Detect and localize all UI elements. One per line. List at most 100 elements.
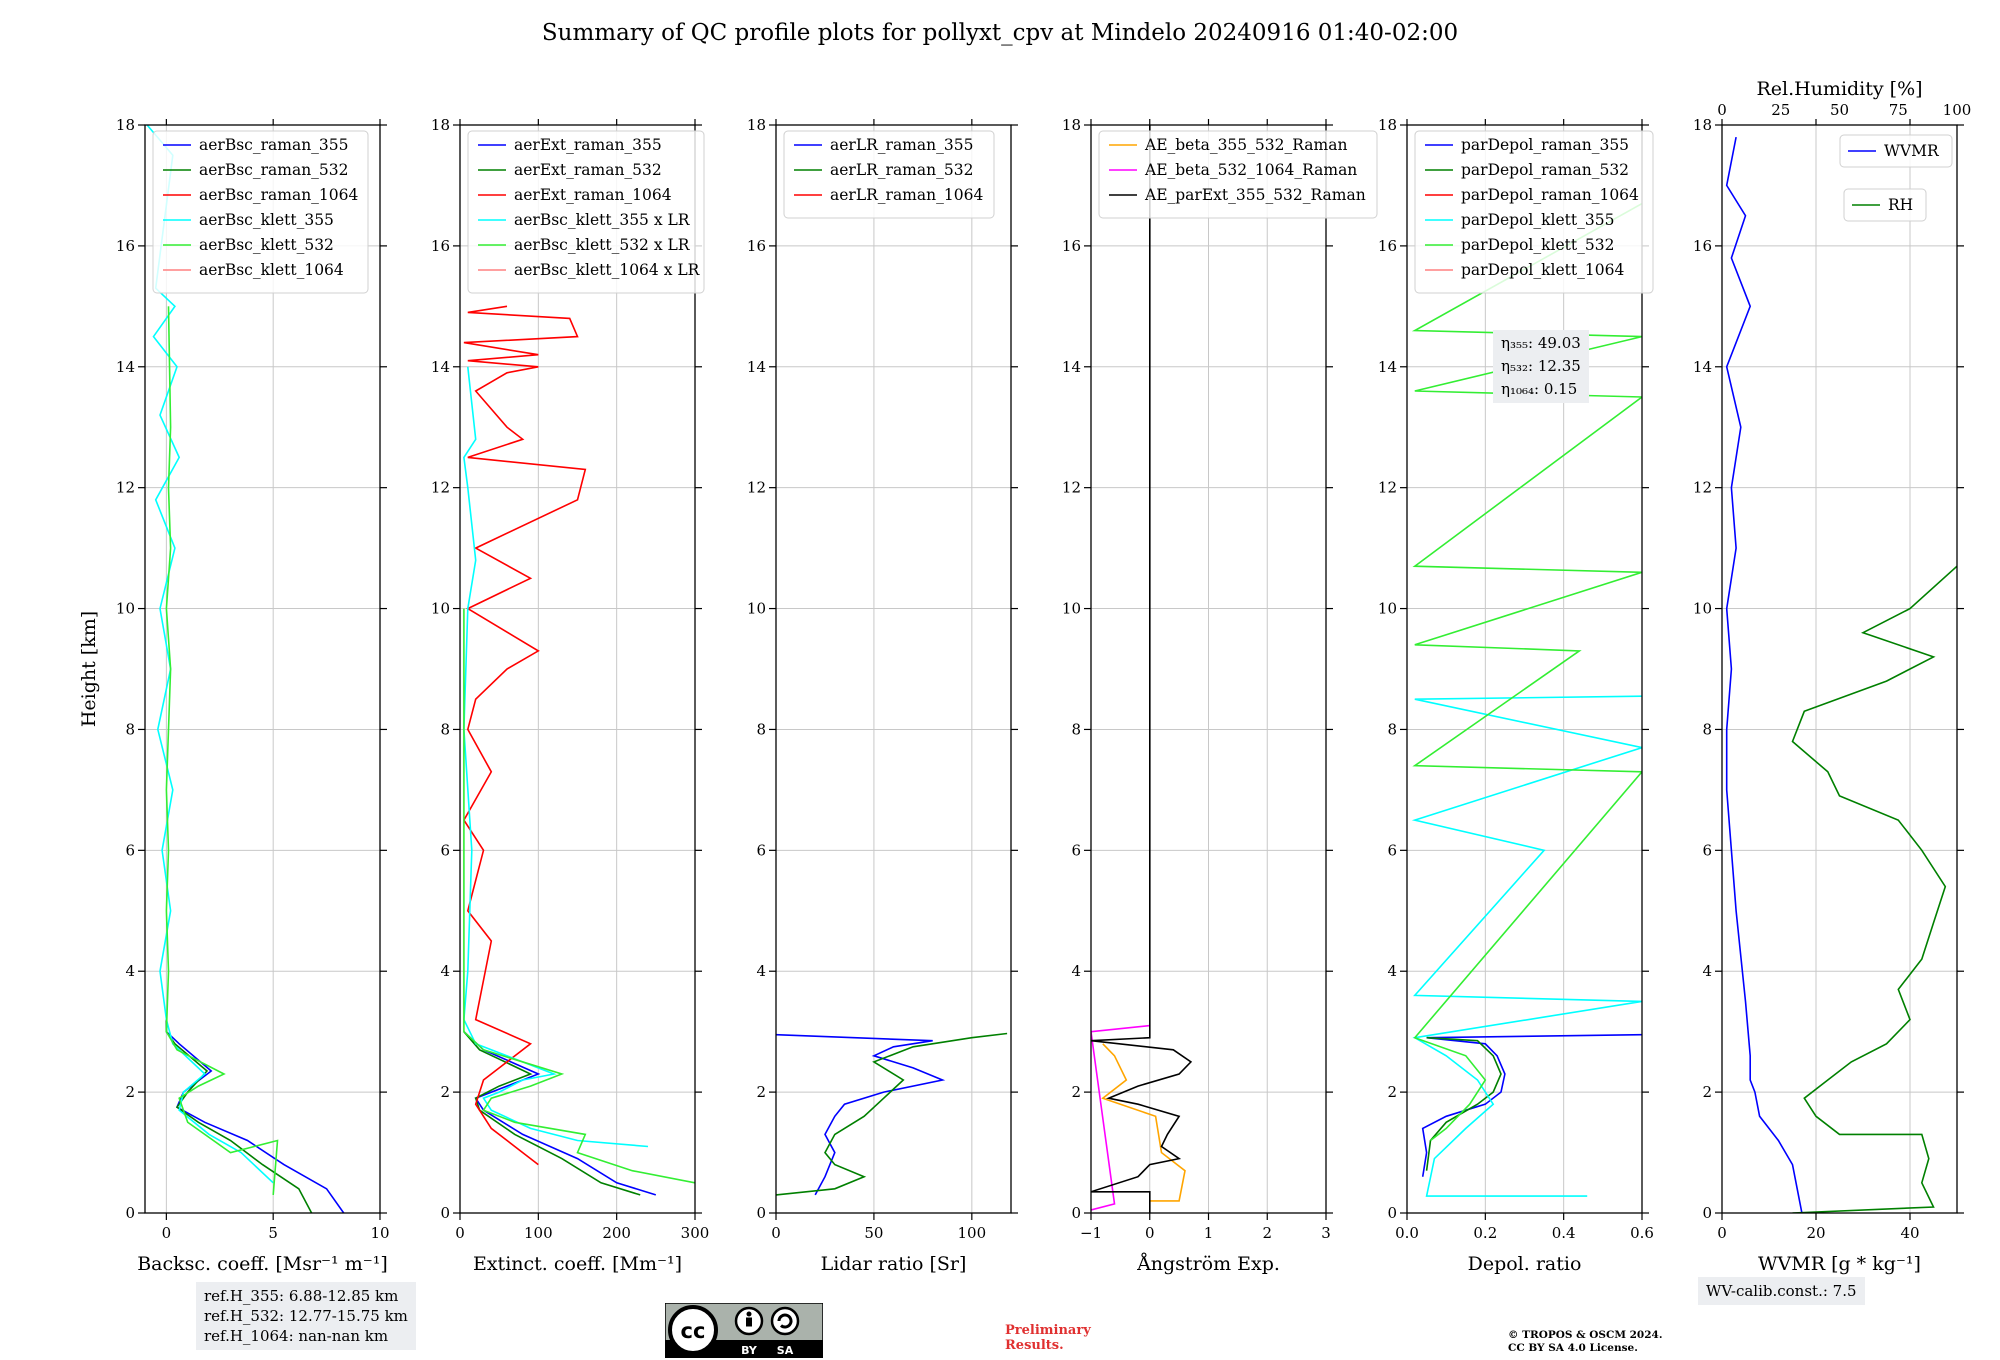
y-tick-label: 6 <box>440 841 450 859</box>
ref-height-1064: ref.H_1064: nan-nan km <box>204 1327 389 1345</box>
legend-label-aerBsc_klett_355 x LR: aerBsc_klett_355 x LR <box>514 211 691 229</box>
legend-label-aerBsc_raman_532: aerBsc_raman_532 <box>199 161 349 179</box>
x-tick-label: 10 <box>370 1224 389 1242</box>
y-tick-label: 14 <box>431 358 450 376</box>
x-tick-label: 100 <box>958 1224 987 1242</box>
y-tick-label: 16 <box>116 237 135 255</box>
legend: parDepol_raman_355 parDepol_raman_532 parD… <box>1414 130 1654 294</box>
x-tick-label: 2 <box>1262 1224 1272 1242</box>
legend-label-aerExt_raman_532: aerExt_raman_532 <box>514 161 662 179</box>
x-tick-label: 0 <box>455 1224 465 1242</box>
preliminary-notice: Preliminary Results. <box>1005 1323 1091 1353</box>
x-tick-label: 300 <box>681 1224 710 1242</box>
x-tick-label: 100 <box>524 1224 553 1242</box>
y-tick-label: 16 <box>747 237 766 255</box>
legend-box <box>1098 130 1378 219</box>
legend-label-parDepol_klett_532: parDepol_klett_532 <box>1461 236 1614 254</box>
legend-box <box>1839 134 1953 168</box>
ref-height-box: ref.H_355: 6.88-12.85 km ref.H_532: 12.7… <box>196 1282 416 1350</box>
legend-label-aerBsc_klett_355: aerBsc_klett_355 <box>199 211 334 229</box>
series-line-aerBsc_klett_532 <box>165 306 279 1195</box>
series-line-aerLR_raman_532 <box>776 1032 1008 1196</box>
y-tick-label: 0 <box>1071 1204 1081 1222</box>
eta-box: η₃₅₅: 49.03 η₅₃₂: 12.35 η₁₀₆₄: 0.15 <box>1493 330 1589 403</box>
x-tick-label: 0 <box>1717 1224 1727 1242</box>
x-tick-label: 0.0 <box>1395 1224 1419 1242</box>
y-tick-label: 16 <box>431 237 450 255</box>
legend-label-aerLR_raman_532: aerLR_raman_532 <box>830 161 973 179</box>
y-tick-label: 8 <box>440 720 450 738</box>
x-top-tick-label: 100 <box>1943 101 1972 119</box>
y-tick-label: 18 <box>747 116 766 134</box>
ref-height-355: ref.H_355: 6.88-12.85 km <box>204 1287 399 1305</box>
series-line-WVMR <box>1725 136 1803 1213</box>
copyright-line-2: CC BY SA 4.0 License. <box>1508 1342 1638 1354</box>
y-tick-label: 12 <box>1378 479 1397 497</box>
x-axis-label: Lidar ratio [Sr] <box>821 1253 967 1275</box>
x-tick-label: 0.2 <box>1473 1224 1497 1242</box>
x-tick-label: 3 <box>1321 1224 1331 1242</box>
x-top-tick-label: 50 <box>1830 101 1849 119</box>
series-line-aerExt_raman_355 <box>463 1031 657 1196</box>
legend-label-RH: RH <box>1888 196 1913 214</box>
x-tick-label: 0.4 <box>1552 1224 1576 1242</box>
legend-box <box>467 130 705 294</box>
series-line-parDepol_raman_532 <box>1425 1036 1502 1171</box>
axes-frame <box>144 124 381 1214</box>
series-line-aerBsc_klett_355 x LR <box>463 366 649 1148</box>
legend: aerBsc_raman_355 aerBsc_raman_532 aerBsc_r… <box>152 130 369 294</box>
y-tick-label: 4 <box>1387 962 1397 980</box>
x-top-tick-label: 25 <box>1771 101 1790 119</box>
x-axis-label: WVMR [g * kg⁻¹] <box>1758 1253 1921 1275</box>
legend-WVMR: WVMR <box>1839 134 1953 168</box>
x-tick-label: 5 <box>268 1224 278 1242</box>
panel-bsc: 0 5 10 0 2 4 6 8 10 12 14 16 18 Backsc. coeff. [Msr⁻¹… <box>78 116 390 1275</box>
figure-title: Summary of QC profile plots for pollyxt_… <box>541 20 1459 46</box>
y-tick-label: 14 <box>1062 358 1081 376</box>
y-tick-label: 12 <box>747 479 766 497</box>
panel-ext: 0 100 200 300 0 2 4 6 8 10 12 14 16 18 Extinct. coeff.… <box>431 116 709 1275</box>
y-tick-label: 18 <box>1378 116 1397 134</box>
y-tick-label: 18 <box>1062 116 1081 134</box>
y-tick-label: 0 <box>125 1204 135 1222</box>
legend-label-aerBsc_klett_532 x LR: aerBsc_klett_532 x LR <box>514 236 691 254</box>
x-top-axis-label: Rel.Humidity [%] <box>1756 78 1922 100</box>
legend: aerLR_raman_355 aerLR_raman_532 aerLR_rama… <box>783 130 995 219</box>
license-by: BY <box>741 1344 758 1357</box>
wv-calib-box: WV-calib.const.: 7.5 <box>1698 1277 1865 1305</box>
preliminary-line-2: Results. <box>1005 1338 1064 1353</box>
y-tick-label: 14 <box>1693 358 1712 376</box>
series-line-AE_beta_532_1064_Raman <box>1091 1024 1150 1211</box>
legend-label-parDepol_klett_1064: parDepol_klett_1064 <box>1461 261 1624 279</box>
axes-frame <box>775 124 1012 1214</box>
x-tick-label: 200 <box>602 1224 631 1242</box>
x-tick-label: 50 <box>864 1224 883 1242</box>
x-tick-label: 20 <box>1806 1224 1825 1242</box>
legend-label-aerExt_raman_1064: aerExt_raman_1064 <box>514 186 672 204</box>
legend-label-aerBsc_klett_1064: aerBsc_klett_1064 <box>199 261 344 279</box>
y-tick-label: 4 <box>1702 962 1712 980</box>
y-axis-label: Height [km] <box>78 611 100 727</box>
y-tick-label: 0 <box>756 1204 766 1222</box>
legend: AE_beta_355_532_Raman AE_beta_532_1064_Ra… <box>1098 130 1378 219</box>
y-tick-label: 18 <box>1693 116 1712 134</box>
series-line-aerExt_raman_1064 <box>462 305 587 1166</box>
y-tick-label: 12 <box>431 479 450 497</box>
x-top-tick-label: 75 <box>1889 101 1908 119</box>
x-axis-label: Backsc. coeff. [Msr⁻¹ m⁻¹] <box>137 1253 388 1275</box>
x-tick-label: −1 <box>1080 1224 1102 1242</box>
y-tick-label: 10 <box>1378 600 1397 618</box>
y-tick-label: 10 <box>1062 600 1081 618</box>
x-tick-label: 0.6 <box>1630 1224 1654 1242</box>
legend-label-aerBsc_raman_355: aerBsc_raman_355 <box>199 136 349 154</box>
series-line-aerBsc_klett_355 <box>146 125 274 1184</box>
legend-label-aerLR_raman_1064: aerLR_raman_1064 <box>830 186 983 204</box>
cc-logo-text: cc <box>681 1319 706 1343</box>
y-tick-label: 6 <box>1387 841 1397 859</box>
y-tick-label: 6 <box>125 841 135 859</box>
copyright-line-1: © TROPOS & OSCM 2024. <box>1508 1329 1663 1341</box>
legend-box <box>152 130 369 294</box>
eta-1064: η₁₀₆₄: 0.15 <box>1501 380 1578 398</box>
y-tick-label: 12 <box>1693 479 1712 497</box>
